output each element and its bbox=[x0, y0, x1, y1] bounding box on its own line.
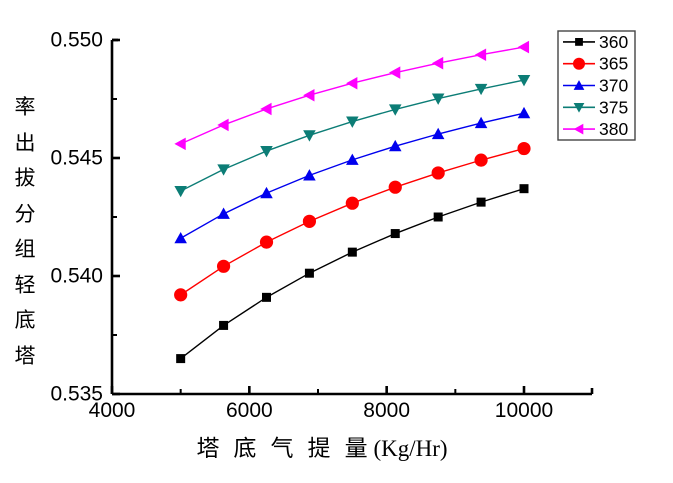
svg-text:375: 375 bbox=[599, 97, 628, 117]
svg-text:0.540: 0.540 bbox=[50, 265, 103, 288]
svg-text:0.550: 0.550 bbox=[50, 29, 103, 52]
svg-text:380: 380 bbox=[599, 119, 628, 139]
svg-text:8000: 8000 bbox=[363, 399, 410, 422]
svg-text:365: 365 bbox=[599, 54, 628, 74]
svg-text:360: 360 bbox=[599, 32, 628, 52]
svg-text:6000: 6000 bbox=[226, 399, 273, 422]
svg-text:0.545: 0.545 bbox=[50, 147, 103, 170]
svg-text:4000: 4000 bbox=[89, 399, 136, 422]
svg-text:370: 370 bbox=[599, 76, 628, 96]
svg-text:10000: 10000 bbox=[495, 399, 553, 422]
